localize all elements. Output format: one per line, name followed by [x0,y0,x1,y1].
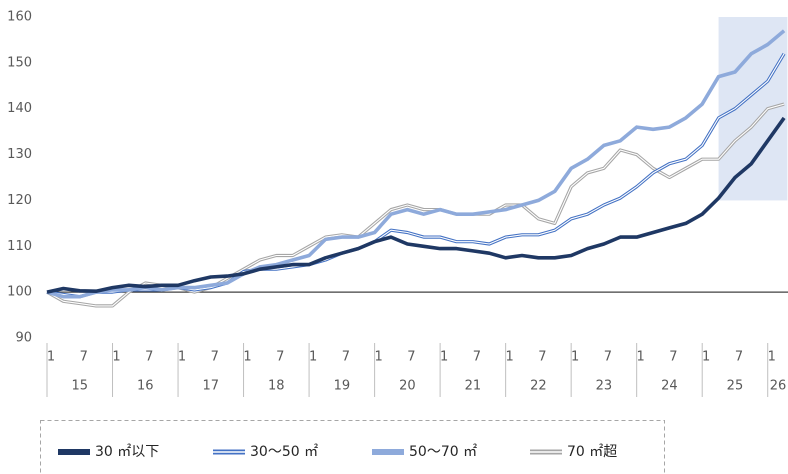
x-tick-label: 1 [768,350,776,365]
x-tick-label: 7 [538,350,546,365]
x-tick-label: 7 [669,350,677,365]
x-tick-label: 7 [407,350,415,365]
y-tick-label: 100 [7,285,32,300]
x-tick-label: 1 [637,350,645,365]
legend-label: 30 ㎡以下 [95,444,159,460]
year-label: 16 [137,379,154,394]
legend: 30 ㎡以下 30〜50 ㎡ 50〜70 ㎡ 70 ㎡超 [58,444,617,460]
x-tick-label: 1 [112,350,120,365]
x-tick-label: 1 [571,350,579,365]
x-tick-label: 7 [473,350,481,365]
x-tick-label: 1 [440,350,448,365]
y-tick-label: 130 [7,147,32,162]
y-tick-label: 120 [7,193,32,208]
x-tick-label: 7 [604,350,612,365]
legend-label: 30〜50 ㎡ [250,444,318,460]
year-label: 18 [268,379,285,394]
x-tick-label: 1 [505,350,513,365]
highlight-region [718,17,788,201]
x-tick-label: 1 [178,350,186,365]
x-tick-label: 7 [735,350,743,365]
x-tick-label: 1 [47,350,55,365]
y-tick-label: 90 [15,331,32,346]
series-line-inner [46,103,785,307]
year-label: 20 [399,379,416,394]
x-tick-label: 7 [145,350,153,365]
year-label: 21 [465,379,482,394]
x-tick-label: 7 [80,350,88,365]
year-label: 19 [334,379,351,394]
year-label: 23 [596,379,613,394]
year-label: 26 [770,379,787,394]
legend-label: 50〜70 ㎡ [409,444,477,460]
y-tick-label: 150 [7,55,32,70]
series-line [46,116,786,294]
legend-box [40,420,665,474]
x-tick-label: 7 [276,350,284,365]
y-tick-label: 160 [7,10,32,25]
x-tick-label: 1 [374,350,382,365]
x-tick-label: 7 [342,350,350,365]
year-label: 24 [661,379,678,394]
series-line [46,29,786,299]
y-tick-label: 110 [7,239,32,254]
year-label: 17 [203,379,220,394]
x-tick-label: 1 [243,350,251,365]
x-tick-label: 1 [702,350,710,365]
x-tick-label: 1 [309,350,317,365]
x-tick-label: 7 [211,350,219,365]
y-tick-label: 140 [7,101,32,116]
year-label: 22 [530,379,547,394]
legend-label: 70 ㎡超 [567,444,617,460]
year-label: 25 [727,379,744,394]
year-label: 15 [71,379,88,394]
series-line [46,102,785,308]
